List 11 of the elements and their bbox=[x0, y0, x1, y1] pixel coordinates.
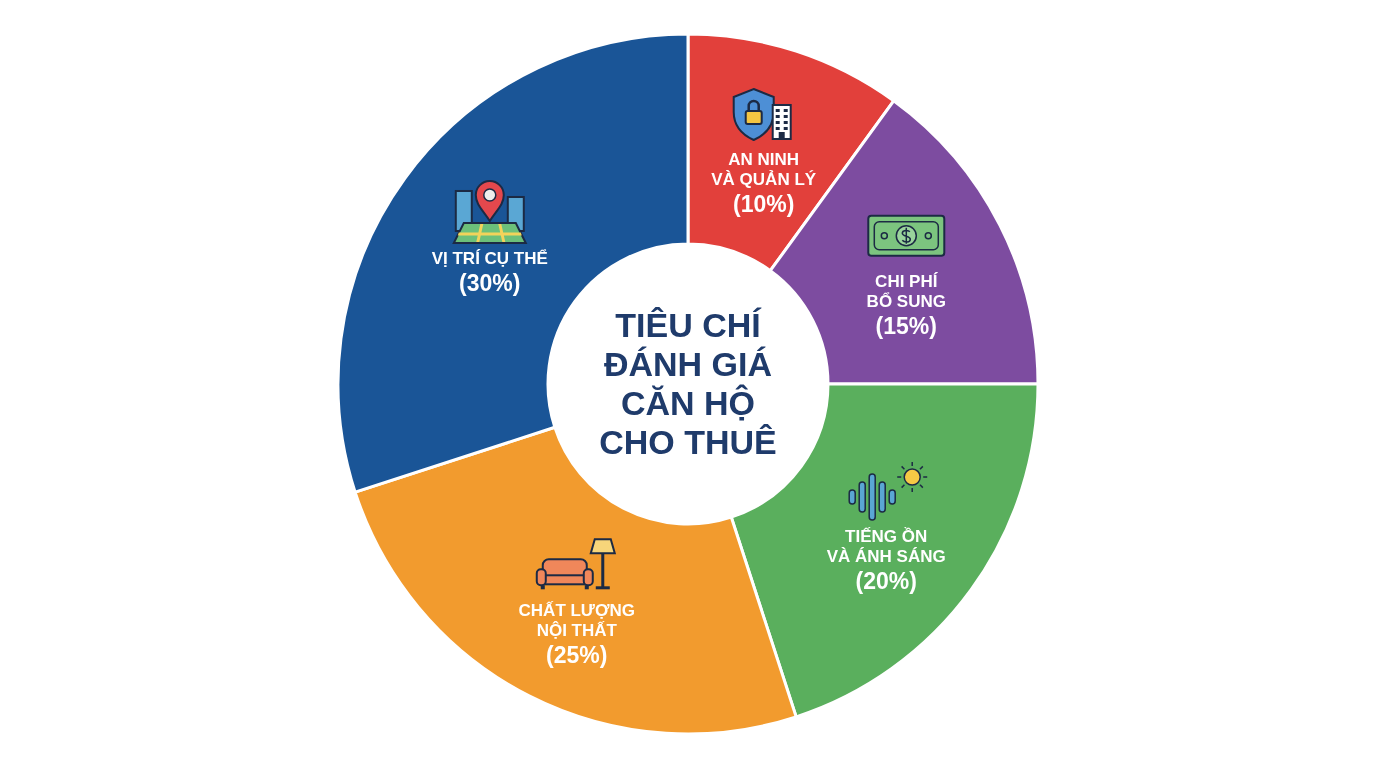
text: TIÊU CHÍ ĐÁNH GIÁ CĂN HỘ CHO THUÊ bbox=[599, 305, 777, 463]
data-label: (25%) bbox=[546, 642, 608, 669]
data-label: (30%) bbox=[459, 269, 521, 296]
data-label: (20%) bbox=[855, 568, 917, 595]
slice-label: VỊ TRÍ CỤ THỂ bbox=[431, 248, 548, 268]
slice-label: CHẤT LƯỢNG NỘI THẤT bbox=[518, 601, 635, 641]
slice-label: TIẾNG ỒN VÀ ÁNH SÁNG bbox=[826, 527, 946, 567]
slice-label: CHI PHÍ BỔ SUNG bbox=[866, 271, 946, 311]
data-label: (10%) bbox=[733, 190, 795, 217]
slice-label: AN NINH VÀ QUẢN LÝ bbox=[711, 149, 817, 189]
data-label: (15%) bbox=[875, 312, 937, 339]
